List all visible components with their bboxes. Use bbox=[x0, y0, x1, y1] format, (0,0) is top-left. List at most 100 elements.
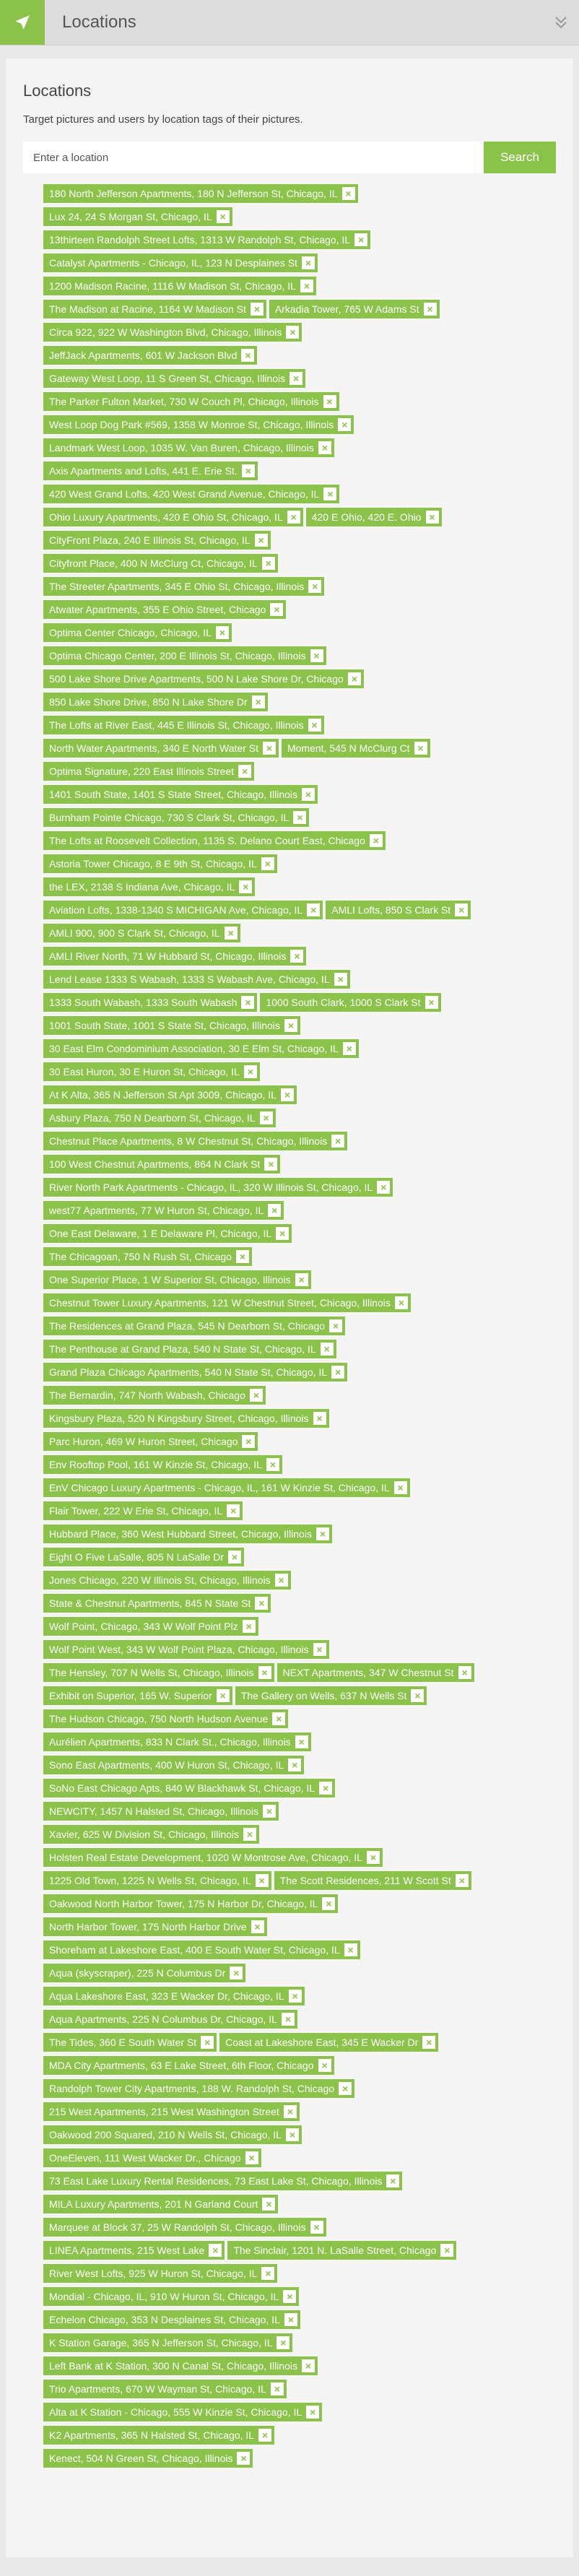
remove-tag-icon[interactable]: × bbox=[262, 742, 276, 755]
remove-tag-icon[interactable]: × bbox=[331, 1135, 345, 1148]
remove-tag-icon[interactable]: × bbox=[293, 811, 307, 824]
remove-tag-icon[interactable]: × bbox=[322, 1897, 336, 1910]
remove-tag-icon[interactable]: × bbox=[255, 1874, 269, 1887]
remove-tag-icon[interactable]: × bbox=[341, 187, 355, 200]
remove-tag-icon[interactable]: × bbox=[331, 1366, 345, 1379]
remove-tag-icon[interactable]: × bbox=[308, 580, 322, 593]
remove-tag-icon[interactable]: × bbox=[241, 996, 255, 1009]
remove-tag-icon[interactable]: × bbox=[342, 1042, 356, 1055]
remove-tag-icon[interactable]: × bbox=[308, 719, 321, 732]
remove-tag-icon[interactable]: × bbox=[241, 349, 255, 362]
remove-tag-icon[interactable]: × bbox=[272, 1712, 286, 1725]
remove-tag-icon[interactable]: × bbox=[344, 1943, 357, 1956]
remove-tag-icon[interactable]: × bbox=[250, 303, 264, 316]
remove-tag-icon[interactable]: × bbox=[243, 1828, 256, 1841]
remove-tag-icon[interactable]: × bbox=[242, 1435, 256, 1448]
remove-tag-icon[interactable]: × bbox=[215, 626, 229, 639]
remove-tag-icon[interactable]: × bbox=[255, 1597, 269, 1610]
remove-tag-icon[interactable]: × bbox=[411, 1689, 425, 1702]
location-search-input[interactable] bbox=[23, 142, 484, 173]
remove-tag-icon[interactable]: × bbox=[209, 2244, 222, 2257]
remove-tag-icon[interactable]: × bbox=[268, 1204, 282, 1217]
remove-tag-icon[interactable]: × bbox=[258, 1666, 271, 1679]
remove-tag-icon[interactable]: × bbox=[319, 1782, 333, 1795]
remove-tag-icon[interactable]: × bbox=[295, 1273, 308, 1286]
remove-tag-icon[interactable]: × bbox=[266, 1458, 279, 1471]
remove-tag-icon[interactable]: × bbox=[310, 649, 323, 662]
remove-tag-icon[interactable]: × bbox=[386, 2174, 400, 2187]
remove-tag-icon[interactable]: × bbox=[251, 1920, 264, 1933]
remove-tag-icon[interactable]: × bbox=[334, 973, 347, 986]
remove-tag-icon[interactable]: × bbox=[235, 1250, 249, 1263]
remove-tag-icon[interactable]: × bbox=[264, 1158, 278, 1171]
remove-tag-icon[interactable]: × bbox=[458, 1666, 471, 1679]
remove-tag-icon[interactable]: × bbox=[301, 2359, 315, 2372]
remove-tag-icon[interactable]: × bbox=[283, 2105, 297, 2118]
remove-tag-icon[interactable]: × bbox=[261, 2267, 275, 2280]
remove-tag-icon[interactable]: × bbox=[230, 1966, 243, 1979]
remove-tag-icon[interactable]: × bbox=[280, 1088, 294, 1101]
remove-tag-icon[interactable]: × bbox=[224, 927, 238, 940]
remove-tag-icon[interactable]: × bbox=[440, 2244, 454, 2257]
remove-tag-icon[interactable]: × bbox=[315, 1527, 329, 1540]
remove-tag-icon[interactable]: × bbox=[302, 788, 315, 801]
remove-tag-icon[interactable]: × bbox=[284, 2313, 297, 2326]
remove-tag-icon[interactable]: × bbox=[425, 996, 438, 1009]
remove-tag-icon[interactable]: × bbox=[216, 1689, 230, 1702]
remove-tag-icon[interactable]: × bbox=[270, 2382, 284, 2395]
remove-tag-icon[interactable]: × bbox=[258, 2429, 272, 2442]
remove-tag-icon[interactable]: × bbox=[249, 1389, 263, 1402]
remove-tag-icon[interactable]: × bbox=[338, 418, 352, 431]
remove-tag-icon[interactable]: × bbox=[227, 1504, 240, 1517]
remove-tag-icon[interactable]: × bbox=[288, 1990, 302, 2003]
remove-tag-icon[interactable]: × bbox=[323, 395, 336, 408]
remove-tag-icon[interactable]: × bbox=[259, 1111, 273, 1124]
remove-tag-icon[interactable]: × bbox=[329, 1319, 343, 1332]
remove-tag-icon[interactable]: × bbox=[270, 603, 284, 616]
remove-tag-icon[interactable]: × bbox=[251, 695, 265, 708]
remove-tag-icon[interactable]: × bbox=[369, 834, 383, 847]
remove-tag-icon[interactable]: × bbox=[318, 441, 331, 454]
remove-tag-icon[interactable]: × bbox=[377, 1181, 391, 1194]
remove-tag-icon[interactable]: × bbox=[393, 1481, 407, 1494]
remove-tag-icon[interactable]: × bbox=[238, 765, 252, 778]
remove-tag-icon[interactable]: × bbox=[394, 1296, 408, 1309]
remove-tag-icon[interactable]: × bbox=[239, 880, 253, 893]
remove-tag-icon[interactable]: × bbox=[290, 950, 304, 963]
remove-tag-icon[interactable]: × bbox=[262, 1805, 276, 1818]
remove-tag-icon[interactable]: × bbox=[354, 233, 368, 246]
search-button[interactable]: Search bbox=[484, 142, 556, 173]
remove-tag-icon[interactable]: × bbox=[241, 464, 255, 477]
remove-tag-icon[interactable]: × bbox=[323, 487, 337, 500]
remove-tag-icon[interactable]: × bbox=[455, 1874, 469, 1887]
remove-tag-icon[interactable]: × bbox=[310, 2221, 323, 2234]
remove-tag-icon[interactable]: × bbox=[216, 210, 230, 223]
remove-tag-icon[interactable]: × bbox=[423, 303, 437, 316]
remove-tag-icon[interactable]: × bbox=[295, 1735, 308, 1748]
remove-tag-icon[interactable]: × bbox=[306, 2406, 320, 2419]
remove-tag-icon[interactable]: × bbox=[290, 372, 303, 385]
remove-tag-icon[interactable]: × bbox=[201, 2036, 214, 2049]
remove-tag-icon[interactable]: × bbox=[237, 2452, 251, 2465]
remove-tag-icon[interactable]: × bbox=[254, 534, 268, 547]
remove-tag-icon[interactable]: × bbox=[455, 903, 469, 916]
remove-tag-icon[interactable]: × bbox=[228, 1551, 242, 1564]
remove-tag-icon[interactable]: × bbox=[301, 256, 315, 269]
remove-tag-icon[interactable]: × bbox=[243, 1065, 257, 1078]
remove-tag-icon[interactable]: × bbox=[287, 511, 300, 524]
remove-tag-icon[interactable]: × bbox=[242, 1620, 256, 1633]
remove-tag-icon[interactable]: × bbox=[261, 857, 274, 870]
remove-tag-icon[interactable]: × bbox=[261, 557, 275, 570]
remove-tag-icon[interactable]: × bbox=[284, 1019, 297, 1032]
remove-tag-icon[interactable]: × bbox=[245, 2151, 258, 2164]
double-chevron-down-icon[interactable] bbox=[550, 12, 572, 33]
remove-tag-icon[interactable]: × bbox=[318, 2059, 331, 2072]
remove-tag-icon[interactable]: × bbox=[262, 2198, 276, 2211]
remove-tag-icon[interactable]: × bbox=[277, 2336, 290, 2349]
remove-tag-icon[interactable]: × bbox=[300, 279, 313, 292]
remove-tag-icon[interactable]: × bbox=[313, 1643, 326, 1656]
remove-tag-icon[interactable]: × bbox=[339, 2082, 352, 2095]
remove-tag-icon[interactable]: × bbox=[285, 2128, 299, 2141]
remove-tag-icon[interactable]: × bbox=[366, 1851, 380, 1864]
remove-tag-icon[interactable]: × bbox=[425, 511, 439, 524]
